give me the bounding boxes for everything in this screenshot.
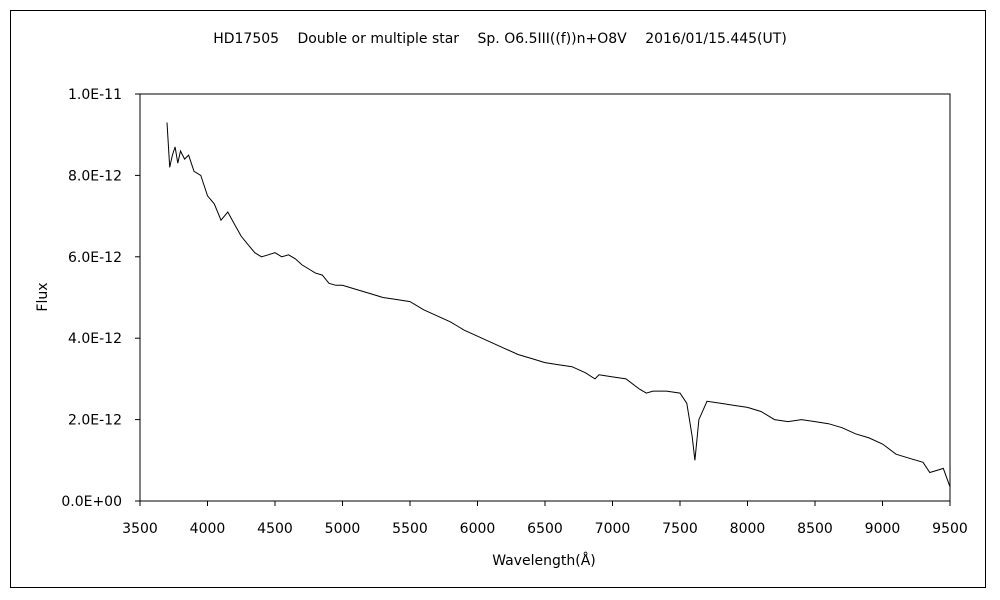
x-axis-title: Wavelength(Å): [492, 552, 596, 569]
x-tick-label: 9000: [865, 521, 901, 537]
x-tick-label: 5500: [392, 521, 428, 537]
y-axis-title: Flux: [35, 282, 51, 311]
x-tick-label: 7000: [595, 521, 631, 537]
y-tick-label: 8.0E-12: [68, 168, 122, 184]
y-tick-label: 2.0E-12: [68, 413, 122, 429]
x-tick-label: 7500: [662, 521, 698, 537]
y-axis-ticks: 0.0E+00 2.0E-12 4.0E-12 6.0E-12 8.0E-12 1.0E-…: [61, 87, 140, 510]
y-tick-label: 0.0E+00: [61, 494, 122, 510]
x-tick-label: 5000: [325, 521, 361, 537]
x-tick-label: 6500: [527, 521, 563, 537]
y-tick-label: 6.0E-12: [68, 250, 122, 266]
x-axis-ticks: 3500 4000 4500 5000 5500 6000 6500 7000 7500 8000…: [122, 501, 968, 537]
x-tick-label: 3500: [122, 521, 158, 537]
y-tick-label: 1.0E-11: [68, 87, 122, 103]
x-tick-label: 8000: [730, 521, 766, 537]
x-tick-label: 4500: [257, 521, 293, 537]
spectrum-line-0: [166, 122, 951, 487]
chart-title: HD17505 Double or multiple star Sp. O6.5…: [213, 31, 787, 47]
y-tick-label: 4.0E-12: [68, 331, 122, 347]
plot-area: [139, 93, 951, 502]
x-tick-label: 6000: [460, 521, 496, 537]
x-tick-label: 9500: [932, 521, 968, 537]
x-tick-label: 4000: [190, 521, 226, 537]
series-group: [166, 122, 951, 487]
x-tick-label: 8500: [797, 521, 833, 537]
